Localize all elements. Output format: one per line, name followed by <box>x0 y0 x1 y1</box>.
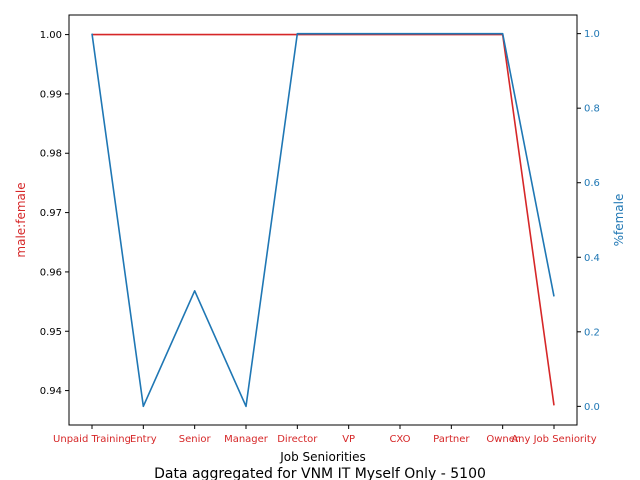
x-tick-label: Unpaid Training <box>53 434 131 445</box>
x-tick-label: Senior <box>179 434 212 445</box>
percent-female-line <box>91 32 555 408</box>
right-y-tick-label: 0.8 <box>584 104 600 115</box>
x-tick-label: Any Job Seniority <box>511 434 596 445</box>
x-axis-ticks: Unpaid Training Entry Senior Manager Directo… <box>53 425 597 445</box>
right-y-tick-label: 0.6 <box>584 178 600 189</box>
x-tick-label: Entry <box>130 434 157 445</box>
right-y-tick-label: 0.0 <box>584 402 600 413</box>
left-y-tick-label: 0.96 <box>40 267 62 278</box>
plot-frame <box>68 14 578 426</box>
left-y-axis-label: male:female <box>14 182 28 257</box>
right-y-tick-label: 1.0 <box>584 29 600 40</box>
x-tick-label: CXO <box>389 434 410 445</box>
x-axis-label: Job Seniorities <box>279 450 366 464</box>
right-y-axis-ticks: 0.0 0.2 0.4 0.6 0.8 1.0 <box>577 29 600 413</box>
male-female-ratio-line <box>92 33 555 406</box>
left-y-tick-label: 1.00 <box>40 30 62 41</box>
right-y-tick-label: 0.2 <box>584 327 600 338</box>
x-tick-label: Manager <box>224 434 269 445</box>
right-y-axis-label: %⁧female <box>612 194 626 247</box>
left-y-tick-label: 0.99 <box>40 89 62 100</box>
x-tick-label: Director <box>277 434 318 445</box>
series-layer <box>91 32 555 408</box>
x-tick-label: Owner <box>486 434 520 445</box>
left-y-tick-label: 0.94 <box>40 386 62 397</box>
left-y-axis-ticks: 0.94 0.95 0.96 0.97 0.98 0.99 1.00 <box>40 30 69 397</box>
left-y-tick-label: 0.98 <box>40 149 62 160</box>
right-y-tick-label: 0.4 <box>584 253 600 264</box>
x-tick-label: VP <box>342 434 355 445</box>
left-y-tick-label: 0.95 <box>40 327 62 338</box>
chart-title: Data aggregated for VNM IT Myself Only -… <box>154 466 486 480</box>
left-y-tick-label: 0.97 <box>40 208 62 219</box>
x-tick-label: Partner <box>433 434 470 445</box>
